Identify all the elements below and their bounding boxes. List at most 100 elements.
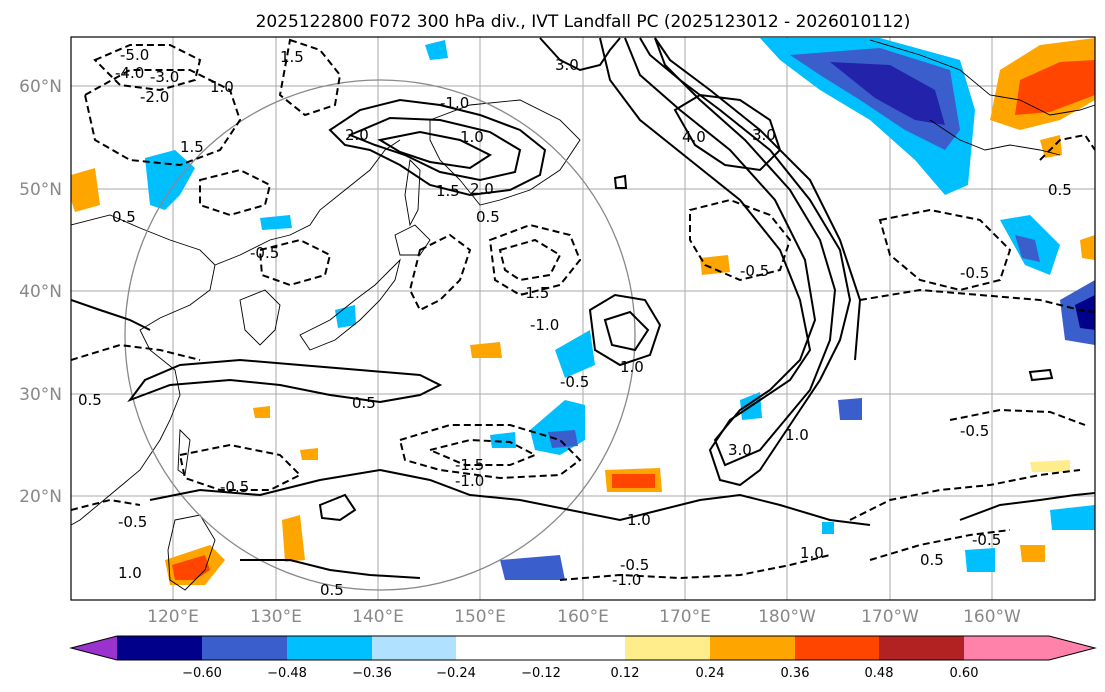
shade-patch	[335, 305, 356, 328]
contour-label: 1.0	[118, 564, 142, 582]
contour-label: 1.5	[280, 48, 304, 66]
negative-contour	[949, 408, 1086, 426]
colorbar-tick: −0.36	[352, 666, 392, 681]
positive-contour	[71, 299, 151, 331]
shade-patch	[830, 62, 945, 125]
colorbar-segment	[541, 636, 625, 660]
contour-label: 1.5	[436, 182, 460, 200]
colorbar-segment	[710, 636, 795, 660]
colorbar-tick: 0.12	[611, 666, 640, 681]
contours	[71, 37, 1095, 581]
contour-label: 1.0	[620, 358, 644, 376]
colorbar-tick: −0.12	[521, 666, 561, 681]
contour-label: -1.5	[520, 284, 549, 302]
shade-patch	[1040, 135, 1062, 158]
contour-label: 0.5	[920, 551, 944, 569]
contour-label: 0.5	[320, 581, 344, 599]
shade-patch	[555, 330, 595, 378]
coastline-japan	[299, 258, 401, 351]
positive-contour	[959, 492, 1095, 521]
shade-patch	[700, 255, 730, 275]
shade-patch	[490, 432, 516, 448]
colorbar-segment	[879, 636, 964, 660]
lat-label: 60°N	[19, 77, 62, 97]
lon-label: 140°E	[352, 607, 404, 627]
contour-label: -0.5	[960, 422, 989, 440]
lon-label: 150°E	[454, 607, 506, 627]
contour-label: 1.5	[180, 138, 204, 156]
shade-patch	[612, 474, 655, 488]
colorbar-tick: 0.60	[950, 666, 979, 681]
negative-contour	[278, 38, 342, 117]
contour-label: 2.0	[470, 180, 494, 198]
negative-contour	[71, 343, 201, 361]
shade-patch	[1075, 295, 1095, 330]
negative-contour	[178, 443, 302, 491]
contour-label: -2.0	[140, 88, 169, 106]
contour-label: 0.5	[112, 208, 136, 226]
negative-contour	[869, 529, 1011, 561]
positive-contour	[588, 293, 662, 367]
contour-label: 1.0	[800, 544, 824, 562]
positive-contour	[613, 174, 628, 189]
gridlines	[71, 37, 1095, 600]
shade-patch	[1030, 460, 1070, 472]
shade-patch	[790, 48, 960, 150]
coastline	[71, 214, 216, 526]
contour-label: -0.5	[560, 373, 589, 391]
shade-patch	[282, 515, 305, 562]
contour-label: -1.0	[530, 316, 559, 334]
colorbar-tick: −0.48	[267, 666, 307, 681]
contour-label: 0.5	[476, 208, 500, 226]
shade-patch	[172, 555, 210, 580]
positive-contour	[599, 37, 852, 487]
lon-label: 180°W	[758, 607, 816, 627]
contour-label: -0.5	[118, 513, 147, 531]
lon-label: 160°E	[557, 607, 609, 627]
negative-contour	[426, 438, 538, 466]
colorbar-segment	[202, 636, 287, 660]
colorbar-extend-high	[1049, 636, 1095, 660]
colorbar-segment	[287, 636, 372, 660]
contour-label: 1.0	[627, 511, 651, 529]
positive-contour	[127, 358, 443, 404]
contour-label: -3.0	[150, 68, 179, 86]
lon-label: 170°E	[659, 607, 711, 627]
contour-label: 0.5	[78, 391, 102, 409]
shade-patch	[1080, 235, 1095, 260]
shade-patch	[71, 168, 100, 212]
shade-patch	[822, 522, 834, 534]
colorbar: −0.60 −0.48 −0.36 −0.24 −0.12 0.12 0.24 …	[69, 635, 1097, 681]
shade-patch	[1020, 545, 1045, 562]
coastlines	[71, 39, 1095, 591]
contour-label: 0.5	[1048, 181, 1072, 199]
colorbar-tick: 0.48	[865, 666, 894, 681]
shade-patch	[425, 40, 448, 60]
contour-label: 2.0	[345, 126, 369, 144]
colorbar-tick: 0.36	[781, 666, 810, 681]
shade-patch	[470, 342, 502, 358]
coastline-philippines	[167, 514, 216, 591]
negative-contour	[878, 208, 1012, 292]
contour-label: -0.5	[250, 244, 279, 262]
lon-label: 170°W	[861, 607, 919, 627]
contour-label: -1.0	[612, 571, 641, 589]
coastline-korea	[239, 289, 281, 346]
negative-contour	[93, 44, 202, 92]
colorbar-tick: 0.24	[696, 666, 725, 681]
positive-contour	[377, 130, 493, 170]
map-frame	[70, 36, 1096, 601]
coastline-sakhalin	[404, 159, 421, 227]
colorbar-segment	[964, 636, 1049, 660]
colorbar-outline	[69, 635, 1097, 661]
positive-contour	[1028, 368, 1054, 382]
positive-contour	[624, 37, 837, 467]
contour-label: -0.5	[972, 531, 1001, 549]
negative-contour	[559, 554, 831, 581]
contour-label: -4.0	[115, 64, 144, 82]
positive-contour	[603, 310, 650, 352]
contour-label: -0.5	[620, 556, 649, 574]
contour-label: 0.5	[352, 394, 376, 412]
lat-label: 50°N	[19, 180, 62, 200]
shade-patch	[500, 555, 565, 580]
